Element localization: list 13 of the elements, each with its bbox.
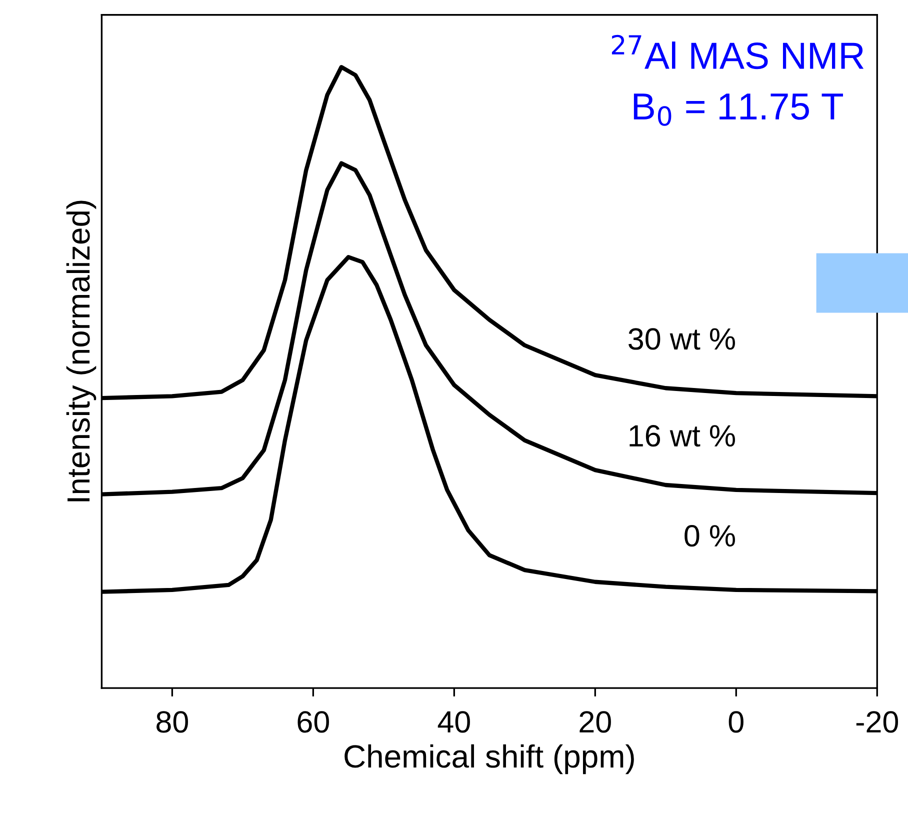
x-axis-title: Chemical shift (ppm) <box>344 744 634 774</box>
annotation: B$_{0}$ = 11.75 T <box>634 94 844 126</box>
x-tick-label: 20 <box>580 711 611 733</box>
annotation: $^{27}$Al MAS NMR <box>612 34 864 70</box>
x-tick-label: 60 <box>298 711 329 733</box>
y-axis-title: Intensity (normalized) <box>66 200 96 502</box>
series-label: 16 wt % <box>630 425 735 447</box>
x-tick-label: 0 <box>728 711 744 733</box>
series-label: 0 % <box>684 525 735 547</box>
x-tick-label: 80 <box>156 711 188 733</box>
series-label: 30 wt % <box>628 328 735 350</box>
x-tick-label: -20 <box>856 711 898 733</box>
x-tick-label: 40 <box>438 711 470 733</box>
